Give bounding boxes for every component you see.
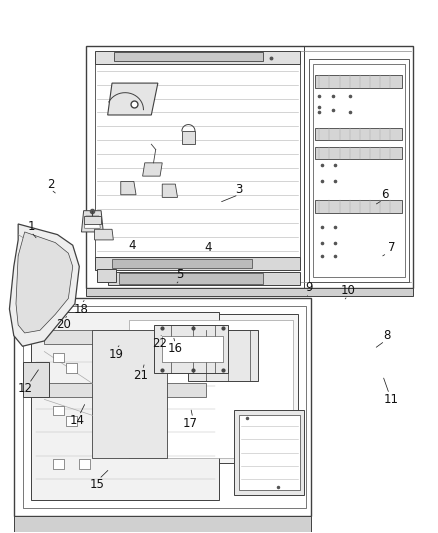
Text: 14: 14 <box>70 414 85 427</box>
Polygon shape <box>119 273 263 284</box>
Polygon shape <box>234 410 304 495</box>
Polygon shape <box>308 59 409 282</box>
Polygon shape <box>85 216 100 228</box>
Text: 2: 2 <box>47 177 55 191</box>
Polygon shape <box>10 224 79 346</box>
Polygon shape <box>315 75 403 88</box>
Text: 17: 17 <box>183 417 198 430</box>
Text: 7: 7 <box>388 241 395 254</box>
Text: 4: 4 <box>128 239 135 252</box>
Polygon shape <box>130 320 293 458</box>
Polygon shape <box>95 257 300 270</box>
Polygon shape <box>22 362 49 397</box>
Text: 19: 19 <box>109 348 124 361</box>
Polygon shape <box>125 314 297 463</box>
Polygon shape <box>188 330 258 381</box>
Polygon shape <box>143 163 162 176</box>
Polygon shape <box>95 51 300 64</box>
Polygon shape <box>153 325 228 373</box>
Bar <box>79 459 90 469</box>
Polygon shape <box>14 298 311 516</box>
Polygon shape <box>162 184 177 197</box>
Polygon shape <box>121 181 136 195</box>
Polygon shape <box>92 330 166 458</box>
Polygon shape <box>114 52 263 61</box>
Text: 9: 9 <box>305 281 312 294</box>
Bar <box>53 459 64 469</box>
Polygon shape <box>84 216 101 224</box>
Text: 21: 21 <box>133 369 148 382</box>
Text: 4: 4 <box>205 241 212 254</box>
Text: 15: 15 <box>89 478 104 491</box>
Polygon shape <box>315 128 403 140</box>
Bar <box>53 406 64 415</box>
Polygon shape <box>162 336 223 362</box>
Text: 10: 10 <box>340 284 355 297</box>
Polygon shape <box>182 131 195 144</box>
Text: 12: 12 <box>17 382 32 395</box>
Polygon shape <box>31 312 219 500</box>
Polygon shape <box>239 415 300 490</box>
Polygon shape <box>14 516 311 532</box>
Text: 11: 11 <box>384 393 399 406</box>
Polygon shape <box>315 147 403 159</box>
Polygon shape <box>86 288 413 296</box>
Text: 22: 22 <box>152 337 168 350</box>
Text: 1: 1 <box>28 220 35 233</box>
Text: 5: 5 <box>176 268 184 281</box>
Text: 6: 6 <box>381 188 389 201</box>
Bar <box>66 364 77 373</box>
Polygon shape <box>22 306 306 508</box>
Text: 16: 16 <box>168 342 183 356</box>
Polygon shape <box>16 232 73 333</box>
Polygon shape <box>112 259 252 268</box>
Bar <box>66 416 77 426</box>
Polygon shape <box>108 272 300 285</box>
Polygon shape <box>95 229 113 240</box>
Polygon shape <box>173 328 184 338</box>
Polygon shape <box>315 200 403 213</box>
Polygon shape <box>313 64 405 277</box>
Polygon shape <box>97 269 117 282</box>
Polygon shape <box>95 59 300 261</box>
Text: 8: 8 <box>383 329 391 342</box>
Text: 20: 20 <box>57 319 71 332</box>
Polygon shape <box>81 211 103 232</box>
Polygon shape <box>44 383 206 397</box>
Polygon shape <box>86 46 413 288</box>
Polygon shape <box>44 330 206 344</box>
Text: 3: 3 <box>235 183 242 196</box>
Polygon shape <box>108 83 158 115</box>
Bar <box>53 353 64 362</box>
Text: 18: 18 <box>74 303 89 316</box>
